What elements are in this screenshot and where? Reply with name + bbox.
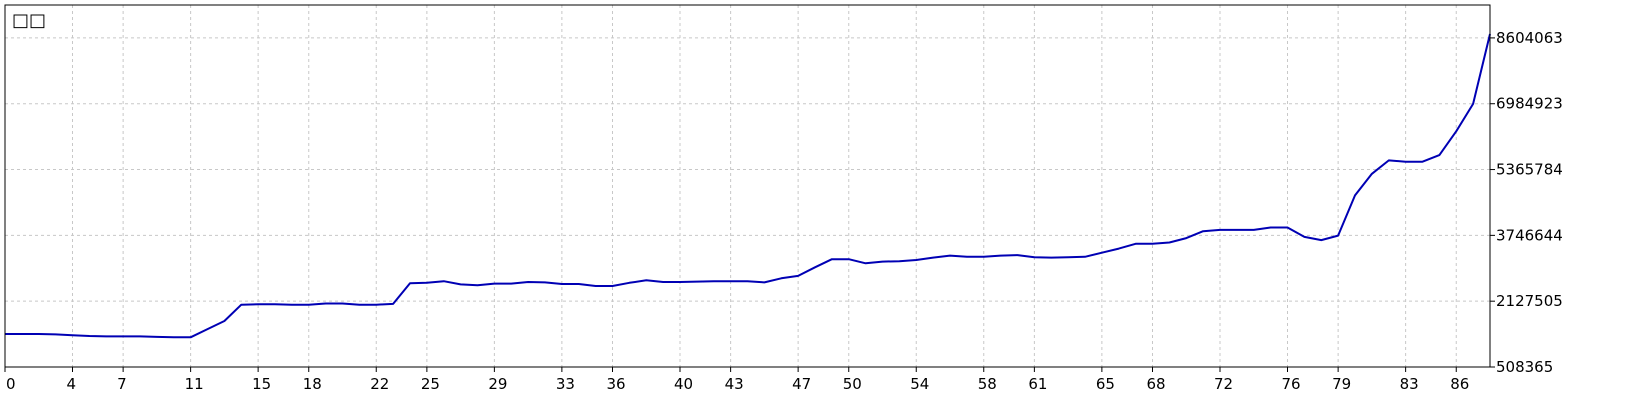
y-tick-label: 8604063 [1496, 29, 1563, 47]
x-tick-label: 76 [1282, 375, 1301, 393]
plot-border [4, 4, 1491, 368]
x-tick-label: 7 [117, 375, 127, 393]
y-axis: 508365 2127505 3746644 5365784 6984923 860406… [1490, 29, 1563, 376]
x-tick-label: 33 [556, 375, 575, 393]
plot-area [5, 5, 1490, 367]
x-tick-label: 22 [370, 375, 389, 393]
x-tick-label: 79 [1332, 375, 1351, 393]
x-tick-label: 47 [792, 375, 811, 393]
x-tick-label: 4 [67, 375, 77, 393]
x-tick-label: 86 [1450, 375, 1469, 393]
series-line [5, 33, 1491, 339]
x-tick-label: 25 [421, 375, 440, 393]
x-tick-label: 58 [978, 375, 997, 393]
grid-lines [5, 5, 1490, 367]
x-tick-label: 83 [1400, 375, 1419, 393]
x-tick-label: 50 [843, 375, 862, 393]
y-tick-label: 5365784 [1496, 161, 1563, 179]
y-tick-label: 3746644 [1496, 226, 1563, 244]
x-tick-label: 15 [252, 375, 271, 393]
x-tick-label: 29 [488, 375, 507, 393]
y-tick-label: 508365 [1496, 358, 1553, 376]
corner-glyphs: □□ [12, 10, 46, 31]
x-tick-label: 0 [6, 375, 16, 393]
x-axis: 0 4 7 11 15 18 22 25 29 33 36 40 43 47 50 54 58 61 65 68 72 7… [4, 367, 1469, 393]
x-tick-label: 11 [185, 375, 204, 393]
y-tick-label: 2127505 [1496, 292, 1563, 310]
x-tick-label: 65 [1096, 375, 1115, 393]
x-tick-label: 72 [1214, 375, 1233, 393]
x-tick-label: 68 [1147, 375, 1166, 393]
y-tick-label: 6984923 [1496, 95, 1563, 113]
x-tick-label: 40 [674, 375, 693, 393]
x-tick-label: 61 [1028, 375, 1047, 393]
x-tick-label: 36 [607, 375, 626, 393]
x-tick-label: 18 [303, 375, 322, 393]
x-tick-label: 43 [725, 375, 744, 393]
axes [4, 4, 1491, 368]
x-tick-label: 54 [910, 375, 929, 393]
